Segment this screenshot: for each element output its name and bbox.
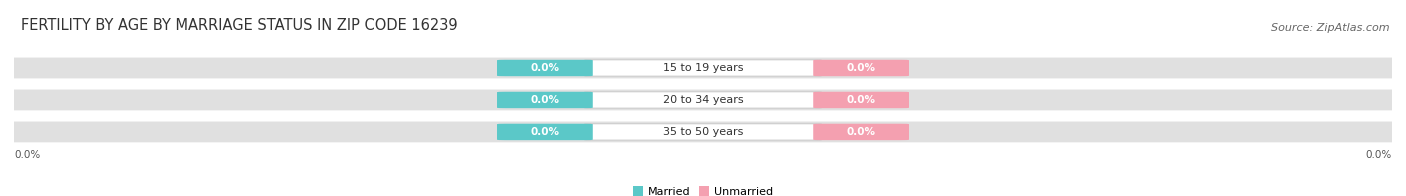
FancyBboxPatch shape — [496, 92, 593, 108]
Text: 0.0%: 0.0% — [846, 127, 876, 137]
Text: 0.0%: 0.0% — [1365, 150, 1392, 160]
FancyBboxPatch shape — [496, 124, 593, 140]
FancyBboxPatch shape — [813, 92, 910, 108]
Text: 0.0%: 0.0% — [530, 95, 560, 105]
Text: 0.0%: 0.0% — [530, 63, 560, 73]
FancyBboxPatch shape — [0, 56, 1406, 80]
Text: 0.0%: 0.0% — [846, 63, 876, 73]
Text: 0.0%: 0.0% — [14, 150, 41, 160]
FancyBboxPatch shape — [585, 60, 821, 76]
FancyBboxPatch shape — [496, 60, 593, 76]
Legend: Married, Unmarried: Married, Unmarried — [628, 182, 778, 196]
FancyBboxPatch shape — [813, 124, 910, 140]
FancyBboxPatch shape — [0, 120, 1406, 144]
Text: FERTILITY BY AGE BY MARRIAGE STATUS IN ZIP CODE 16239: FERTILITY BY AGE BY MARRIAGE STATUS IN Z… — [21, 18, 457, 33]
Text: 15 to 19 years: 15 to 19 years — [662, 63, 744, 73]
Text: 0.0%: 0.0% — [530, 127, 560, 137]
Text: 35 to 50 years: 35 to 50 years — [662, 127, 744, 137]
FancyBboxPatch shape — [813, 60, 910, 76]
Text: Source: ZipAtlas.com: Source: ZipAtlas.com — [1271, 23, 1389, 33]
FancyBboxPatch shape — [585, 124, 821, 140]
Text: 0.0%: 0.0% — [846, 95, 876, 105]
Text: 20 to 34 years: 20 to 34 years — [662, 95, 744, 105]
FancyBboxPatch shape — [0, 88, 1406, 112]
FancyBboxPatch shape — [585, 92, 821, 108]
